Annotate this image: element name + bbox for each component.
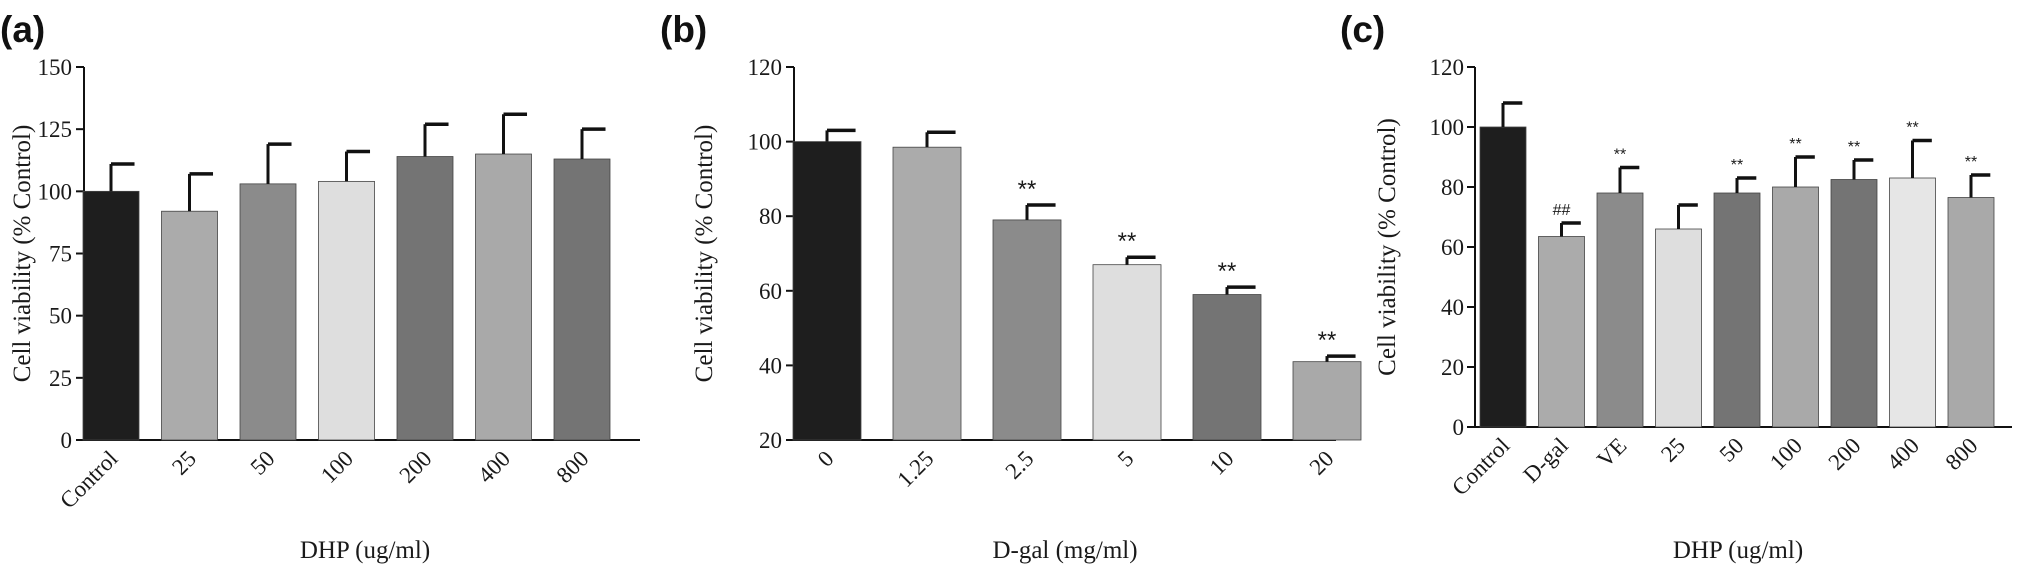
x-tick-label: 100 [316,446,358,488]
x-tick-label: 50 [246,446,280,480]
y-tick-label: 80 [759,204,782,229]
significance-mark: ** [1614,147,1626,164]
x-tick-label: 25 [167,446,201,480]
x-axis-title: DHP (ug/ml) [1673,537,1803,564]
x-tick-label: 200 [394,446,436,488]
bar [1830,179,1878,428]
x-axis-title: DHP (ug/ml) [300,537,430,564]
bar [1889,177,1936,428]
x-tick-label: 5 [1113,446,1139,472]
bar [161,210,218,441]
x-tick-label: 0 [813,446,839,472]
y-tick-label: 20 [1441,355,1464,380]
bar [1655,228,1702,428]
y-tick-label: 80 [1441,175,1464,200]
x-tick-label: 800 [551,446,593,488]
y-tick-label: 150 [38,55,73,80]
bar [1713,192,1761,428]
significance-mark: ** [1018,176,1037,203]
y-tick-label: 50 [49,304,72,329]
x-tick-label: 800 [1940,433,1982,475]
bar [239,183,297,441]
x-tick-label: 2.5 [1001,446,1039,484]
panel-label-b: (b) [660,9,707,50]
y-tick-label: 125 [38,117,73,142]
significance-mark: ** [1218,258,1237,285]
bar [553,158,611,441]
x-axis-title: D-gal (mg/ml) [992,537,1137,564]
y-tick-label: 40 [1441,295,1464,320]
y-tick-label: 120 [748,55,783,80]
y-tick-label: 120 [1430,55,1465,80]
y-tick-label: 100 [1430,115,1465,140]
bar [318,180,375,441]
bar [1192,294,1262,441]
x-tick-label: 20 [1305,446,1339,480]
x-tick-label: 1.25 [892,446,938,492]
x-tick-label: 25 [1656,433,1690,467]
panel-label-a: (a) [0,9,45,50]
bar [1538,236,1585,428]
y-axis-title: Cell viability (% Control) [9,125,36,383]
chart-panel-a: 0 25 50 75 100 125 150 Cell viability (% Contro… [9,55,640,564]
x-tick-label: 200 [1823,433,1865,475]
significance-mark: ** [1118,228,1137,255]
x-tick-label: D-gal [1518,433,1573,488]
bar [1596,192,1644,428]
y-tick-label: 100 [38,179,73,204]
y-axis-title: Cell viability (% Control) [1374,118,1401,376]
y-axis-title: Cell viability (% Control) [691,125,718,383]
bar [82,190,140,441]
significance-mark: ** [1318,327,1337,354]
panel-label-c: (c) [1340,9,1385,50]
y-tick-label: 60 [1441,235,1464,260]
significance-mark: ** [1731,157,1743,174]
significance-mark: ## [1553,202,1571,219]
y-tick-label: 20 [759,428,782,453]
bar [1092,264,1162,441]
bar [1292,361,1362,441]
significance-mark: ** [1789,136,1801,153]
y-tick-label: 100 [748,130,783,155]
significance-mark: ** [1965,154,1977,171]
bar [1947,197,1995,428]
x-tick-label: Control [55,446,122,513]
bar [892,146,962,441]
x-tick-label: Control [1447,433,1514,500]
bar [1479,126,1527,428]
bar [1772,186,1819,428]
significance-mark: ** [1848,139,1860,156]
x-tick-label: 400 [1882,433,1924,475]
x-tick-label: 400 [473,446,515,488]
bar [792,141,862,441]
y-tick-label: 25 [49,366,72,391]
y-tick-label: 75 [49,242,72,267]
significance-mark: ** [1906,120,1918,137]
bar [475,153,532,441]
bar [992,219,1062,441]
y-tick-label: 0 [1453,415,1465,440]
y-tick-label: 0 [61,428,73,453]
x-tick-label: 50 [1715,433,1749,467]
y-tick-label: 40 [759,353,782,378]
y-tick-label: 60 [759,279,782,304]
x-tick-label: VE [1592,433,1631,472]
x-tick-label: 10 [1205,446,1239,480]
bar [396,156,454,441]
chart-panel-c: 0 20 40 60 80 100 120 Cell viability (% Control… [1374,55,2012,564]
x-tick-label: 100 [1765,433,1807,475]
